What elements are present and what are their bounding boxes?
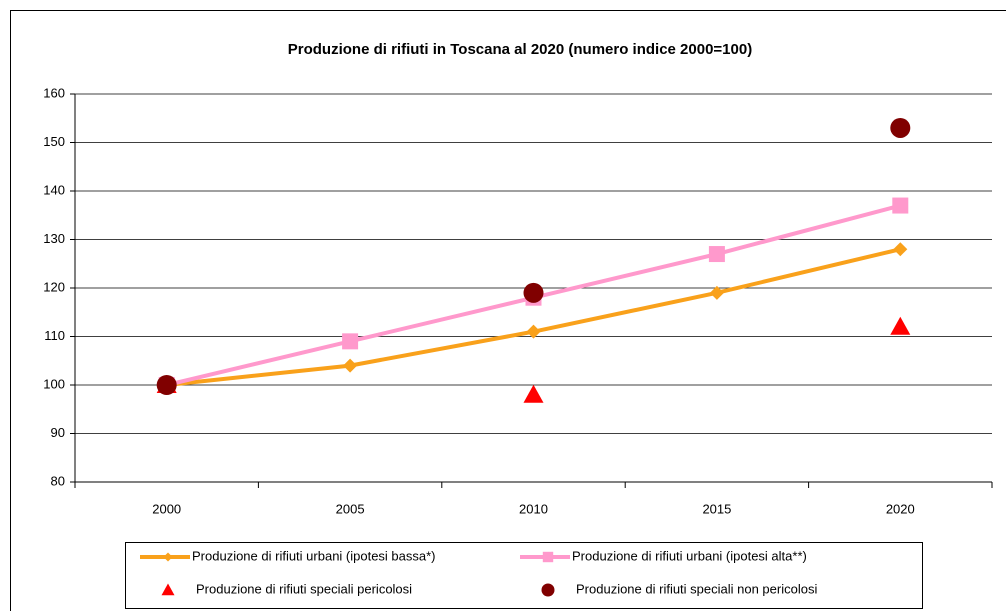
marker bbox=[709, 285, 724, 300]
x-tick-label: 2015 bbox=[702, 501, 731, 516]
marker bbox=[893, 242, 908, 257]
x-tick-label: 2010 bbox=[519, 501, 548, 516]
x-tick-label: 2005 bbox=[336, 501, 365, 516]
legend-label: Produzione di rifiuti urbani (ipotesi ba… bbox=[192, 548, 436, 563]
legend-box bbox=[125, 542, 923, 609]
legend-label: Produzione di rifiuti speciali pericolos… bbox=[196, 581, 412, 596]
marker bbox=[342, 333, 359, 350]
marker bbox=[892, 197, 909, 214]
marker bbox=[161, 583, 175, 596]
marker bbox=[163, 552, 173, 562]
marker bbox=[890, 117, 911, 138]
marker bbox=[890, 316, 911, 335]
x-tick-label: 2000 bbox=[152, 501, 181, 516]
chart-border bbox=[10, 10, 1006, 611]
marker bbox=[708, 246, 725, 263]
y-tick-label: 150 bbox=[43, 134, 65, 149]
marker bbox=[343, 358, 358, 373]
chart-title: Produzione di rifiuti in Toscana al 2020… bbox=[288, 41, 752, 58]
marker bbox=[523, 384, 544, 403]
y-tick-label: 130 bbox=[43, 231, 65, 246]
y-tick-label: 100 bbox=[43, 376, 65, 391]
x-tick-label: 2020 bbox=[886, 501, 915, 516]
y-tick-label: 80 bbox=[51, 473, 65, 488]
marker bbox=[523, 282, 544, 303]
marker bbox=[541, 583, 555, 597]
y-tick-label: 120 bbox=[43, 279, 65, 294]
y-tick-label: 110 bbox=[44, 328, 65, 343]
marker bbox=[526, 324, 541, 339]
marker bbox=[156, 375, 177, 395]
legend-label: Produzione di rifiuti urbani (ipotesi al… bbox=[572, 548, 807, 563]
y-tick-label: 160 bbox=[43, 85, 65, 100]
legend-label: Produzione di rifiuti speciali non peric… bbox=[576, 581, 817, 596]
marker bbox=[542, 551, 554, 563]
y-tick-label: 140 bbox=[43, 182, 65, 197]
y-tick-label: 90 bbox=[51, 425, 65, 440]
